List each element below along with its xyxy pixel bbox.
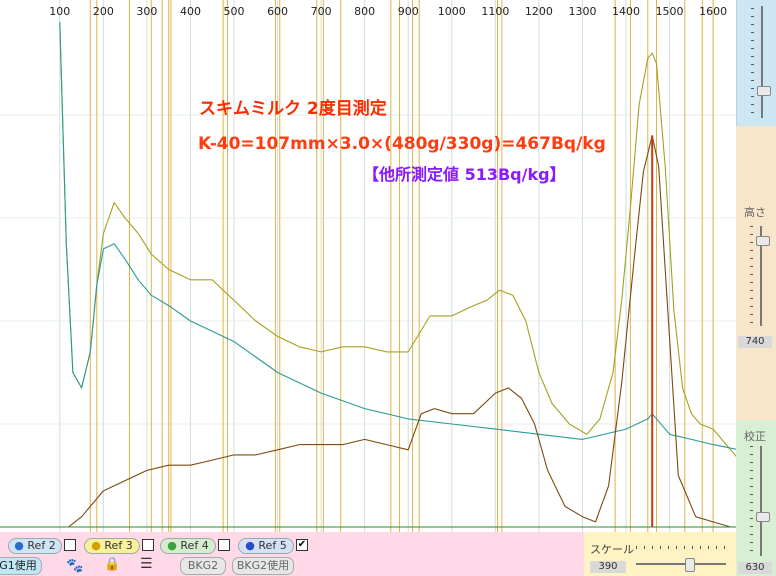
calibration-slider-track[interactable] — [760, 446, 762, 556]
x-axis-ticks: 100 200 300 400 500 600 700 800 900 1000 1100 1200 1… — [49, 5, 727, 18]
scale-label: スケール — [590, 543, 634, 556]
height-label: 高さ — [744, 206, 766, 219]
scale-slider-thumb[interactable] — [685, 558, 695, 572]
height-slider-section: 高さ 740 — [736, 126, 776, 420]
calibration-value: 630 — [738, 562, 772, 574]
x-tick-label: 1400 — [612, 5, 640, 18]
x-tick-label: 900 — [398, 5, 419, 18]
x-tick-label: 1600 — [699, 5, 727, 18]
height-slider-thumb[interactable] — [756, 236, 770, 246]
x-tick-label: 1200 — [525, 5, 553, 18]
tick-marks — [750, 226, 753, 326]
x-tick-label: 200 — [93, 5, 114, 18]
x-tick-label: 300 — [136, 5, 157, 18]
g1-use-button[interactable]: G1使用 — [0, 557, 42, 575]
sample-title: スキムミルク 2度目測定 — [199, 99, 387, 119]
bkg2-use-button[interactable]: BKG2使用 — [232, 557, 294, 575]
height-slider-track[interactable] — [760, 226, 762, 326]
tick-marks — [750, 446, 753, 556]
spectrum-line-1 — [59, 22, 736, 458]
ref2-checkbox[interactable] — [64, 539, 76, 551]
x-tick-label: 1000 — [438, 5, 466, 18]
x-tick-label: 700 — [311, 5, 332, 18]
scale-slider-track[interactable] — [636, 563, 726, 565]
list-icon[interactable]: ☰ — [140, 556, 153, 572]
x-tick-label: 400 — [180, 5, 201, 18]
scale-value: 390 — [590, 561, 626, 573]
calibration-slider-thumb[interactable] — [756, 512, 770, 522]
vertical-scroll-track[interactable] — [761, 6, 763, 118]
ref5-checkbox[interactable]: ✔ — [296, 539, 308, 551]
lock-icon[interactable]: 🔒 — [104, 557, 121, 572]
spectrum-line-3 — [68, 135, 731, 528]
ref3-checkbox[interactable] — [142, 539, 154, 551]
ref4-button[interactable]: ● Ref 4 — [160, 538, 216, 554]
tick-marks — [751, 8, 754, 116]
paw-icon[interactable]: 🐾 — [66, 558, 84, 574]
scale-ticks — [636, 546, 726, 549]
spectrum-chart[interactable]: 100 200 300 400 500 600 700 800 900 1000 1100 1200 1… — [0, 0, 736, 532]
grid-lines — [0, 0, 736, 532]
bkg2-button[interactable]: BKG2 — [180, 557, 226, 575]
energy-marker-lines — [89, 0, 714, 532]
ref2-button[interactable]: ● Ref 2 — [8, 538, 62, 554]
ref4-checkbox[interactable] — [218, 539, 230, 551]
ref3-button[interactable]: ● Ref 3 — [84, 538, 140, 554]
ref5-button[interactable]: ● Ref 5 — [238, 538, 294, 554]
k40-formula: K-40=107mm×3.0×(480g/330g)=467Bq/kg — [198, 134, 606, 154]
x-tick-label: 1300 — [568, 5, 596, 18]
height-value: 740 — [738, 336, 772, 348]
x-tick-label: 1500 — [656, 5, 684, 18]
vertical-scroll-thumb[interactable] — [757, 86, 771, 96]
x-tick-label: 1100 — [481, 5, 509, 18]
spectrum-series — [59, 22, 736, 528]
right-panel: 高さ 740 校正 630 — [736, 0, 776, 576]
spectrum-line-2 — [59, 22, 736, 450]
scroll-slider-section — [736, 0, 776, 126]
x-tick-label: 100 — [49, 5, 70, 18]
x-tick-label: 600 — [267, 5, 288, 18]
calibration-label: 校正 — [744, 430, 766, 443]
x-tick-label: 800 — [354, 5, 375, 18]
reference-value: 【他所測定値 513Bq/kg】 — [363, 165, 566, 184]
x-tick-label: 500 — [224, 5, 245, 18]
calibration-slider-section: 校正 630 — [736, 420, 776, 576]
